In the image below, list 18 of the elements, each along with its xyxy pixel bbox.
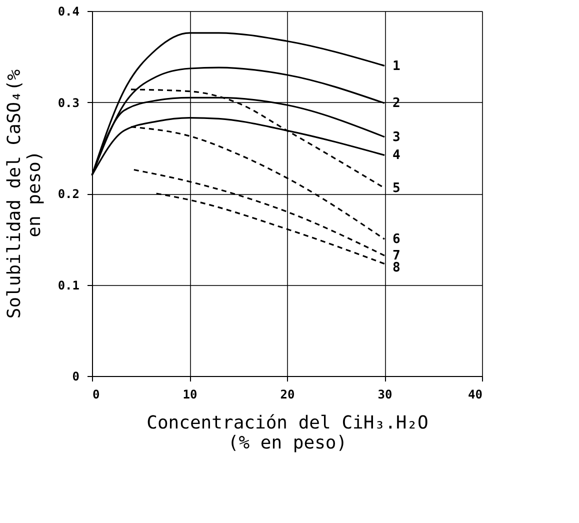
y-tick-label: 0 xyxy=(72,370,80,384)
x-tick-label: 30 xyxy=(378,388,392,402)
y-tick-label: 0.1 xyxy=(58,278,80,292)
x-tick-label: 10 xyxy=(182,388,198,402)
x-tick-label: 0 xyxy=(92,388,100,402)
series-label: 5 xyxy=(392,181,400,196)
y-axis-title: Solubilidad del CaSO₄(% en peso) xyxy=(4,69,45,319)
series-label: 6 xyxy=(392,232,400,248)
series-label: 3 xyxy=(392,130,400,145)
y-tick-label: 0.4 xyxy=(58,4,80,18)
y-tick-label: 0.2 xyxy=(58,187,80,201)
series-label: 4 xyxy=(392,148,400,164)
series-label: 8 xyxy=(392,260,400,276)
y-tick-label: 0.3 xyxy=(58,96,80,110)
series-label: 1 xyxy=(392,58,400,74)
x-tick-label: 40 xyxy=(468,388,482,402)
x-tick-label: 20 xyxy=(280,388,295,402)
x-axis-title: Concentración del CiH₃.H₂O (% en peso) xyxy=(146,412,428,454)
